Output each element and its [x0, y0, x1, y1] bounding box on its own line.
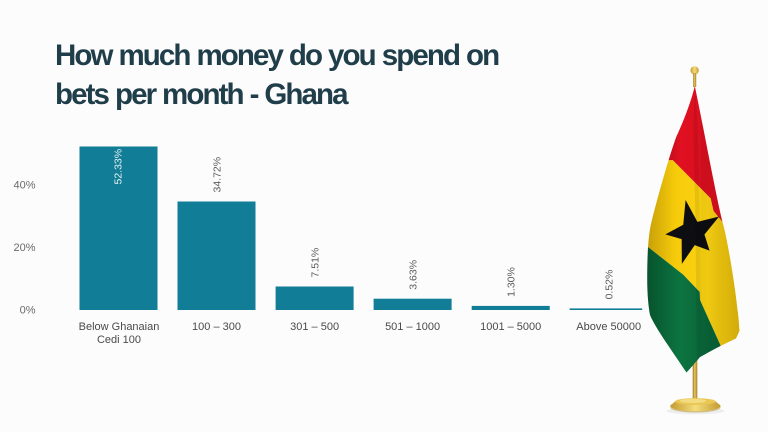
svg-text:501 – 1000: 501 – 1000 [385, 321, 440, 333]
svg-text:Cedi 100: Cedi 100 [97, 334, 141, 346]
svg-text:1001 – 5000: 1001 – 5000 [480, 321, 541, 333]
svg-text:3.63%: 3.63% [408, 260, 420, 290]
svg-text:0%: 0% [20, 305, 36, 317]
svg-text:Below Ghanaian: Below Ghanaian [79, 321, 160, 333]
svg-text:34.72%: 34.72% [211, 157, 223, 193]
svg-text:1.30%: 1.30% [506, 267, 518, 297]
svg-text:100 – 300: 100 – 300 [192, 321, 241, 333]
svg-text:52.33%: 52.33% [113, 149, 125, 185]
svg-text:301 – 500: 301 – 500 [290, 321, 339, 333]
svg-text:Above 50000: Above 50000 [576, 321, 641, 333]
svg-text:20%: 20% [13, 242, 35, 254]
svg-text:40%: 40% [13, 180, 35, 192]
svg-text:0.52%: 0.52% [604, 270, 616, 300]
svg-text:7.51%: 7.51% [310, 248, 322, 278]
